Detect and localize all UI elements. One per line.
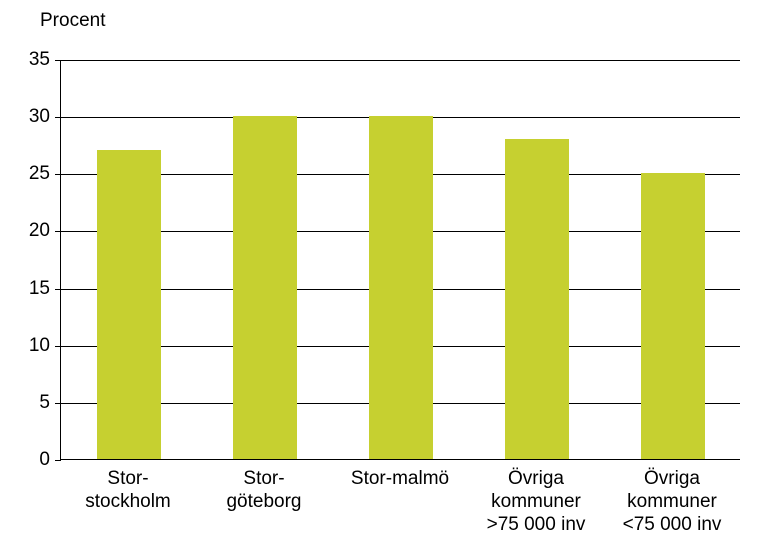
x-category-label-line: Stor- — [60, 468, 196, 491]
bar — [505, 139, 569, 459]
x-category-label-line: Stor-malmö — [332, 468, 468, 491]
y-tick — [55, 231, 61, 232]
bar — [233, 116, 297, 459]
plot-area — [60, 60, 740, 460]
x-category-label-line: stockholm — [60, 491, 196, 514]
x-category-label: Stor-stockholm — [60, 468, 196, 514]
x-category-label: Stor-göteborg — [196, 468, 332, 514]
y-tick — [55, 174, 61, 175]
x-category-label-line: >75 000 inv — [468, 514, 604, 537]
x-category-label-line: <75 000 inv — [604, 514, 740, 537]
x-category-label-line: kommuner — [604, 491, 740, 514]
y-axis-label: Procent — [40, 10, 105, 32]
y-tick — [55, 60, 61, 61]
x-category-label: Övrigakommuner>75 000 inv — [468, 468, 604, 536]
gridline — [61, 60, 740, 61]
y-tick-label: 5 — [10, 392, 50, 414]
x-category-label-line: Övriga — [468, 468, 604, 491]
y-tick-label: 25 — [10, 163, 50, 185]
bar — [369, 116, 433, 459]
y-tick — [55, 460, 61, 461]
y-tick-label: 35 — [10, 49, 50, 71]
y-tick-label: 0 — [10, 449, 50, 471]
bar — [97, 150, 161, 459]
x-category-label-line: kommuner — [468, 491, 604, 514]
x-category-label: Stor-malmö — [332, 468, 468, 491]
y-tick — [55, 117, 61, 118]
y-tick-label: 30 — [10, 106, 50, 128]
y-tick — [55, 403, 61, 404]
x-category-label-line: Övriga — [604, 468, 740, 491]
y-tick — [55, 289, 61, 290]
x-category-label: Övrigakommuner<75 000 inv — [604, 468, 740, 536]
y-tick-label: 20 — [10, 220, 50, 242]
x-category-label-line: Stor- — [196, 468, 332, 491]
bar — [641, 173, 705, 459]
y-tick-label: 15 — [10, 278, 50, 300]
y-tick-label: 10 — [10, 335, 50, 357]
y-tick — [55, 346, 61, 347]
x-category-label-line: göteborg — [196, 491, 332, 514]
bar-chart: Procent 05101520253035Stor-stockholmStor… — [0, 0, 766, 559]
